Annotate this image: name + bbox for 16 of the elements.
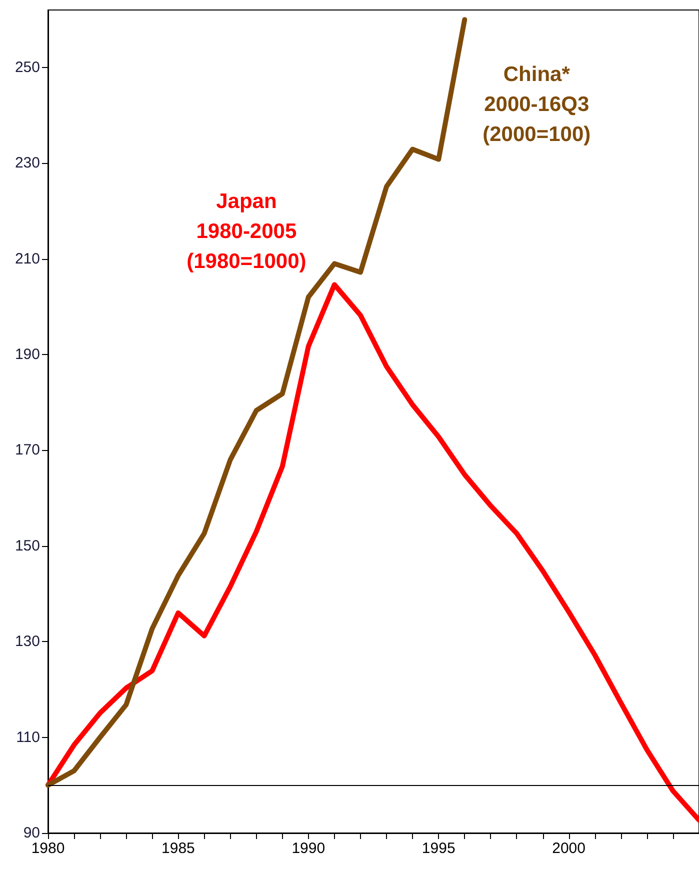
y-tick-label: 250 — [14, 58, 40, 76]
series-label: Japan 1980-2005 (1980=1000) — [186, 190, 306, 274]
y-tick-label: 150 — [14, 537, 40, 554]
y-tick-label: 170 — [14, 442, 40, 459]
y-tick-label: 130 — [14, 633, 40, 650]
x-tick-label: 1990 — [292, 840, 326, 857]
y-tick-label: 110 — [16, 728, 40, 746]
y-tick-label: 190 — [14, 346, 40, 364]
y-tick-label: 90 — [23, 824, 40, 842]
x-tick-label: 1985 — [162, 840, 195, 857]
x-tick-label: 2000 — [552, 840, 586, 857]
series-label: China* 2000-16Q3 (2000=100) — [482, 63, 591, 146]
y-tick-label: 230 — [14, 154, 40, 172]
x-tick-label: 1995 — [422, 840, 456, 857]
x-tick-label: 1980 — [31, 840, 65, 857]
y-tick-label: 210 — [14, 250, 40, 268]
